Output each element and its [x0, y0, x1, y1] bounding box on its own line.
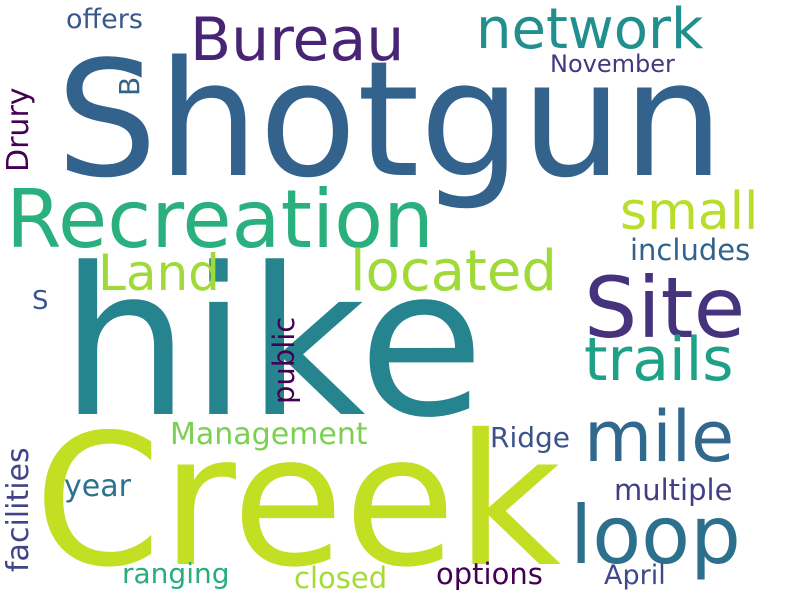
word-ridge: Ridge [490, 421, 571, 454]
word-network: network [476, 0, 704, 62]
word-loop: loop [570, 489, 741, 582]
word-hike: hike [60, 225, 485, 463]
word-year: year [64, 469, 131, 504]
word-bureau: Bureau [190, 5, 405, 75]
word-public: public [267, 316, 301, 404]
word-b: B [113, 76, 146, 96]
word-recreation: Recreation [6, 173, 434, 266]
word-s: S [32, 286, 49, 316]
word-options: options [436, 557, 543, 591]
word-land: Land [98, 244, 220, 302]
word-site: Site [584, 259, 746, 357]
word-facilities: facilities [1, 447, 36, 572]
word-trails: trails [584, 325, 734, 395]
word-multiple: multiple [614, 473, 733, 507]
word-drury: Drury [1, 87, 36, 172]
word-november: November [550, 50, 675, 78]
word-offers: offers [66, 4, 143, 35]
word-closed: closed [294, 561, 388, 595]
word-located: located [350, 239, 557, 304]
word-management: Management [170, 417, 368, 452]
word-mile: mile [584, 396, 735, 478]
word-april: April [604, 560, 666, 591]
word-creek: Creek [34, 395, 562, 600]
word-small: small [620, 182, 759, 242]
word-includes: includes [630, 233, 751, 267]
word-ranging: ranging [122, 557, 230, 590]
word-shotgun: Shotgun [56, 26, 724, 213]
